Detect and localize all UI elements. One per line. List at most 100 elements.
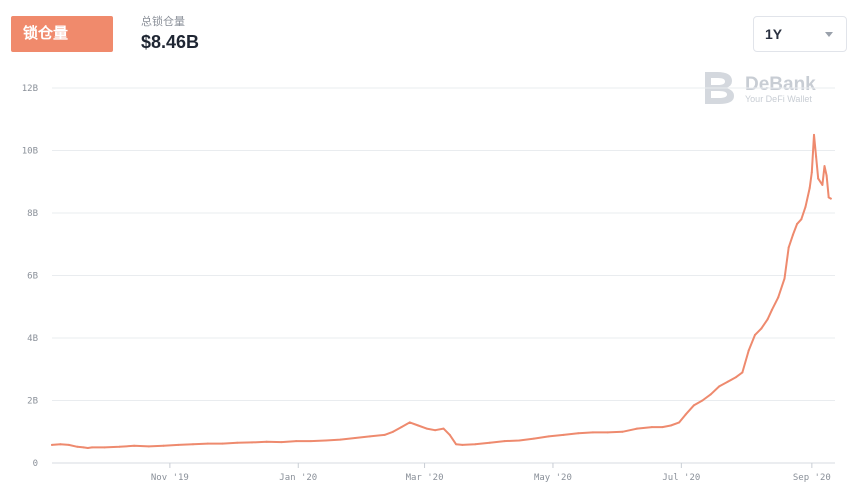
x-tick-label: Sep '20 [793,473,831,483]
data-point [808,187,811,189]
data-point [91,446,93,449]
data-point [621,430,624,433]
data-point [817,177,820,180]
data-point [813,133,815,136]
data-point [804,205,807,208]
data-point [787,246,790,249]
data-point [800,218,803,221]
data-point [661,426,664,429]
data-point [718,385,721,388]
data-point [455,443,458,446]
x-axis-ticks: Nov '19 Jan '20 Mar '20 May '20 Jul '20 Sep '… [151,463,831,483]
data-point [162,444,165,447]
data-point [709,393,712,396]
data-point [825,174,828,177]
data-point [810,171,813,174]
watermark-brand: DeBank [745,74,816,95]
data-point [488,441,491,444]
data-point [251,441,253,444]
data-point [67,443,70,446]
data-point [86,447,89,449]
x-tick-label: Mar '20 [406,473,444,483]
data-point [442,427,445,430]
data-point [417,424,420,427]
data-point [59,443,62,446]
data-point [562,433,565,436]
data-point [777,296,780,299]
data-point [796,222,799,225]
tvl-summary: 总锁仓量 $8.46B [141,16,199,53]
y-tick-label: 0 [33,459,38,469]
data-point [791,233,794,236]
data-point [577,432,580,435]
x-tick-label: Jul '20 [662,473,700,483]
data-point [741,371,744,374]
data-point [783,277,786,280]
data-point [547,435,550,438]
data-point [474,443,477,446]
data-point [591,431,594,434]
data-point [735,376,738,379]
data-point [51,443,53,446]
data-point [76,445,79,448]
data-point [103,446,106,449]
summary-label: 总锁仓量 [141,16,185,28]
data-point [636,427,639,430]
y-tick-label: 10B [22,147,38,157]
data-point [339,438,342,441]
tvl-tab-button[interactable]: 锁仓量 [11,16,113,52]
data-point [678,421,681,424]
data-point [669,424,672,427]
y-axis-ticks: 0 2B 4B 6B 8B 10B 12B [22,84,38,469]
data-point [747,349,750,352]
data-point [324,439,327,442]
data-point [503,440,506,443]
data-point [354,437,357,439]
data-point [518,439,521,442]
data-point [221,442,224,445]
data-point [606,431,609,434]
data-point [823,165,826,168]
data-point [206,442,209,445]
data-point [684,413,687,416]
data-point [760,327,763,330]
data-point [829,197,832,200]
data-point [400,426,403,429]
x-tick-label: Nov '19 [151,473,189,483]
data-point [461,443,464,446]
y-tick-label: 12B [22,84,38,94]
y-tick-label: 4B [27,334,38,344]
y-tick-label: 8B [27,209,38,219]
data-point [118,445,121,448]
data-point [295,440,298,443]
x-tick-label: May '20 [534,473,572,483]
data-point [766,318,769,321]
data-point [754,333,756,336]
data-point [383,433,386,436]
data-point [815,155,818,158]
tvl-series-line [51,133,832,449]
data-point [368,435,371,438]
data-point [265,440,268,443]
data-point [408,421,411,424]
data-point [236,441,239,444]
data-point [693,404,695,407]
data-point [425,427,428,430]
data-point [192,443,194,446]
data-point [827,196,830,199]
data-point [392,430,394,433]
data-point [309,440,312,443]
time-range-select[interactable]: 1Y [753,16,847,52]
data-point [177,443,180,446]
data-point [280,441,283,444]
data-point [82,446,85,449]
data-point [701,399,704,402]
tvl-tab-label: 锁仓量 [23,25,69,42]
x-tick-label: Jan '20 [279,473,317,483]
data-point [147,445,150,448]
summary-value: $8.46B [141,32,200,52]
data-point [821,183,824,186]
data-point [650,426,653,429]
